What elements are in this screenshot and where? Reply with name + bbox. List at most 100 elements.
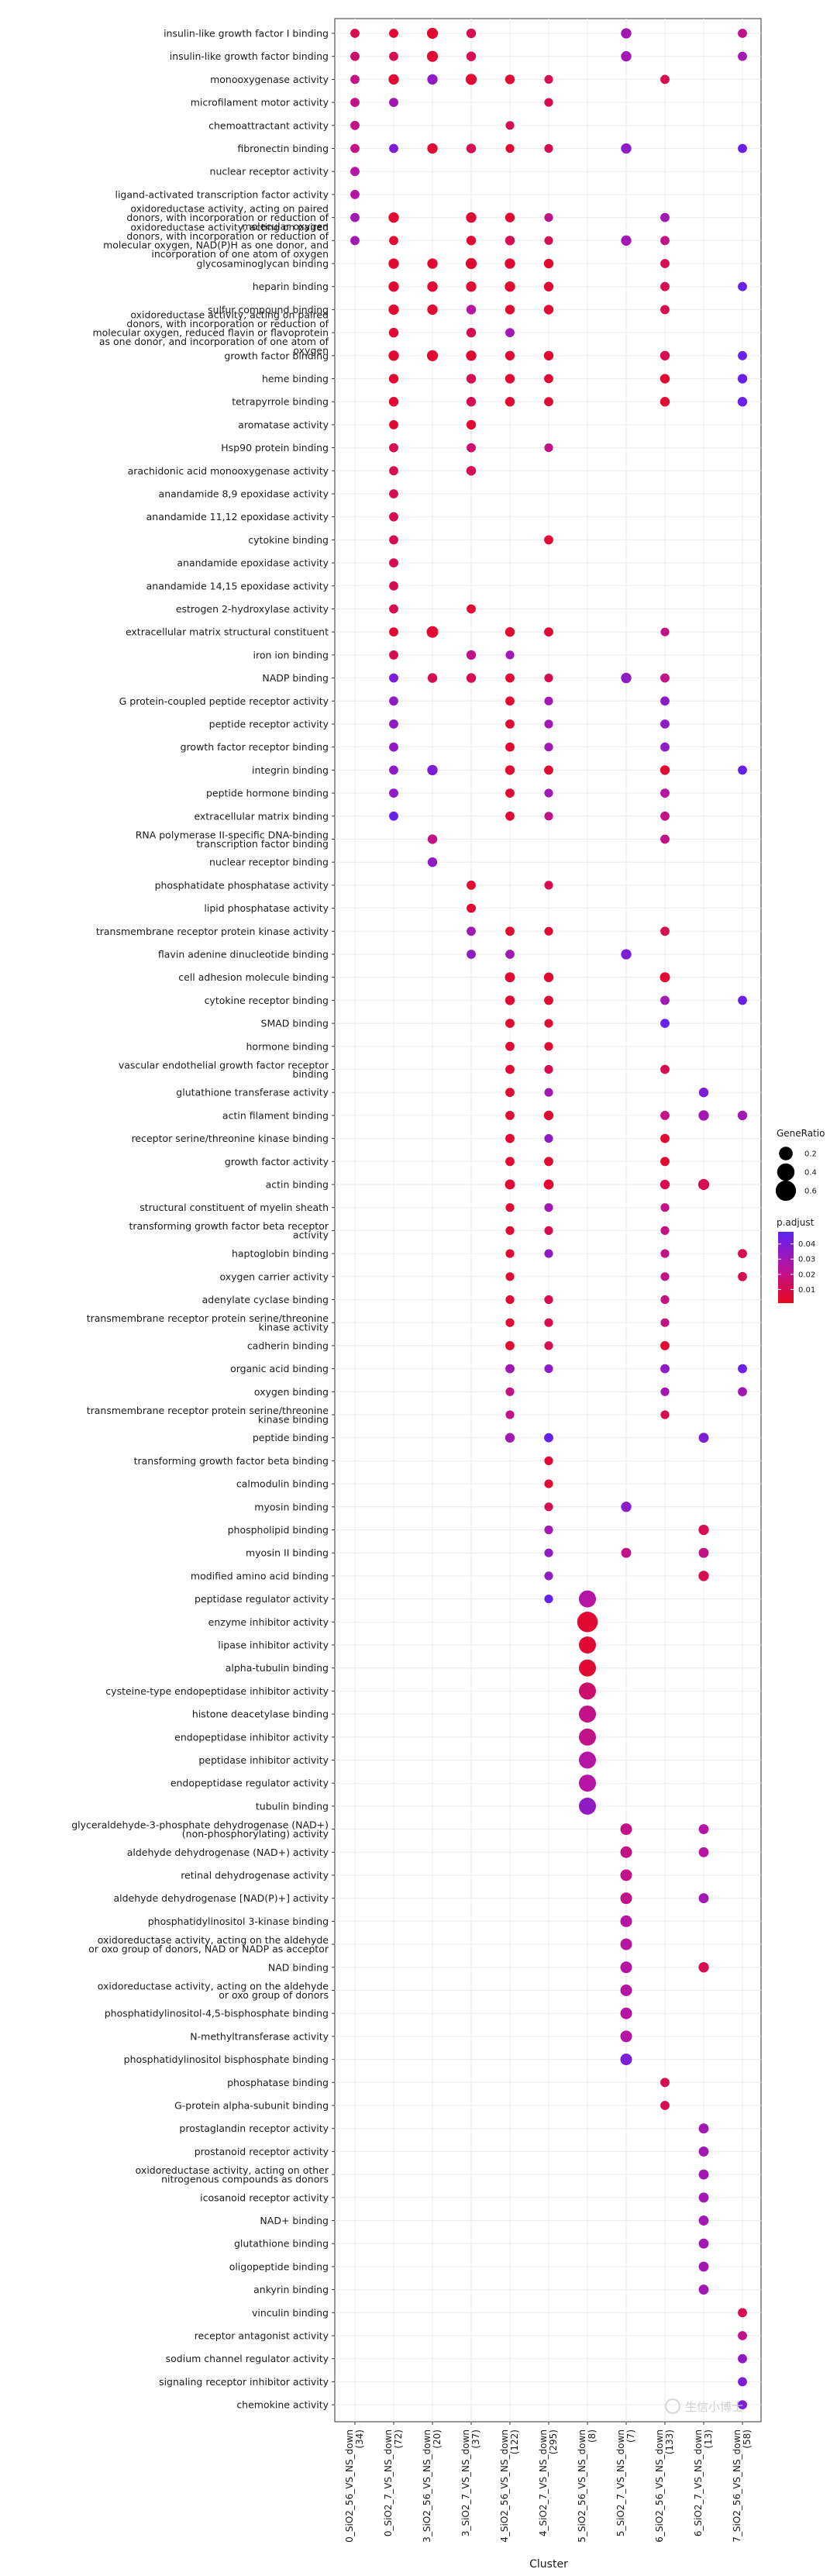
data-point — [698, 1962, 709, 1973]
cluster-label: 4_SiO2_7_VS_NS_down — [538, 2429, 549, 2536]
data-point — [505, 1272, 515, 1281]
data-point — [389, 811, 398, 821]
data-point — [466, 236, 477, 246]
data-point — [698, 1433, 709, 1443]
legend-p-adjust: p.adjust 0.04 0.03 0.02 0.01 — [777, 1217, 815, 1303]
data-point — [426, 50, 439, 62]
data-point — [544, 1019, 553, 1028]
data-point — [737, 374, 748, 384]
term-label: growth factor receptor binding — [181, 741, 329, 753]
data-point — [620, 1892, 632, 1905]
cluster-label: 3_SiO2_7_VS_NS_down — [460, 2429, 471, 2536]
legend-size-dot — [775, 1180, 797, 1202]
data-point — [738, 995, 747, 1005]
term-label: myosin II binding — [246, 1547, 329, 1559]
data-point — [660, 1318, 670, 1327]
data-point — [466, 305, 477, 315]
data-point — [698, 1178, 710, 1191]
data-point — [466, 673, 477, 683]
data-point — [389, 673, 398, 683]
data-point — [544, 1479, 553, 1488]
data-point — [388, 258, 399, 269]
data-point — [738, 2400, 747, 2410]
term-label: glutathione binding — [234, 2238, 329, 2250]
term-labels: insulin-like growth factor I binding insu… — [71, 28, 329, 2411]
data-point — [660, 397, 670, 407]
data-point — [660, 673, 670, 683]
term-label: growth factor binding — [224, 350, 329, 361]
data-point — [544, 374, 553, 384]
data-point — [388, 74, 399, 85]
data-point — [465, 74, 477, 85]
data-point — [389, 98, 398, 108]
data-point — [544, 1064, 553, 1074]
data-point — [578, 1728, 597, 1746]
data-point — [505, 1019, 515, 1029]
data-point — [543, 1110, 554, 1121]
data-point — [505, 1387, 515, 1396]
legend-gene-ratio-title: GeneRatio — [777, 1128, 825, 1139]
term-label: endopeptidase regulator activity — [170, 1778, 329, 1789]
term-label: NAD binding — [268, 1961, 329, 1973]
data-point — [620, 1846, 632, 1858]
data-point — [578, 1682, 597, 1700]
data-point — [660, 1249, 670, 1258]
term-label: receptor serine/threonine kinase binding — [132, 1133, 329, 1144]
term-label: cysteine-type endopeptidase inhibitor ac… — [105, 1685, 329, 1697]
legend-size-label: 0.2 — [804, 1150, 817, 1159]
data-point — [660, 742, 670, 752]
data-point — [660, 1272, 670, 1281]
data-point — [389, 765, 398, 775]
data-point — [505, 281, 515, 292]
data-point — [698, 1824, 709, 1835]
data-point — [698, 1847, 709, 1857]
data-point — [660, 1203, 670, 1212]
term-label: phospholipid binding — [228, 1524, 329, 1536]
term-label: signaling receptor inhibitor activity — [159, 2376, 329, 2388]
data-point — [544, 812, 553, 821]
data-point — [389, 512, 398, 522]
legend-size-dot — [779, 1147, 793, 1160]
data-point — [427, 281, 438, 292]
term-label: oxidoreductase activity, acting on the a… — [98, 1980, 329, 2001]
legend-size-label: 0.6 — [804, 1188, 817, 1196]
data-point — [350, 189, 360, 199]
cluster-count: (122) — [509, 2429, 520, 2454]
data-point — [660, 696, 670, 706]
data-point — [543, 258, 554, 269]
data-point — [505, 719, 515, 729]
data-point — [544, 1226, 553, 1235]
data-point — [466, 143, 477, 153]
data-point — [660, 74, 670, 84]
term-label: integrin binding — [252, 764, 329, 776]
data-point — [505, 212, 515, 222]
term-label: lipid phosphatase activity — [204, 902, 329, 914]
data-point — [544, 926, 553, 936]
data-point — [505, 1318, 515, 1327]
data-point — [505, 74, 515, 84]
data-point — [467, 443, 476, 453]
data-point — [544, 397, 553, 407]
data-point — [505, 397, 515, 407]
color-bar — [778, 1232, 794, 1303]
term-label: growth factor activity — [225, 1156, 329, 1167]
data-point — [660, 281, 670, 291]
data-point — [505, 236, 515, 246]
cluster-count: (72) — [393, 2429, 404, 2449]
data-point — [388, 304, 399, 316]
data-point — [544, 881, 553, 890]
term-label: myosin binding — [254, 1501, 329, 1512]
data-point — [660, 627, 670, 636]
legend-color-label: 0.03 — [798, 1256, 815, 1264]
term-label: transmembrane receptor protein kinase ac… — [96, 926, 329, 937]
term-label: retinal dehydrogenase activity — [181, 1870, 329, 1881]
data-point — [660, 1110, 670, 1120]
data-point — [505, 1157, 515, 1167]
data-point — [505, 1133, 515, 1143]
term-label: anandamide epoxidase activity — [177, 557, 329, 569]
data-point — [505, 1295, 515, 1305]
term-label: peptidase regulator activity — [195, 1593, 329, 1605]
data-point — [544, 98, 553, 107]
data-point — [660, 788, 670, 798]
term-label: sodium channel regulator activity — [166, 2353, 329, 2364]
